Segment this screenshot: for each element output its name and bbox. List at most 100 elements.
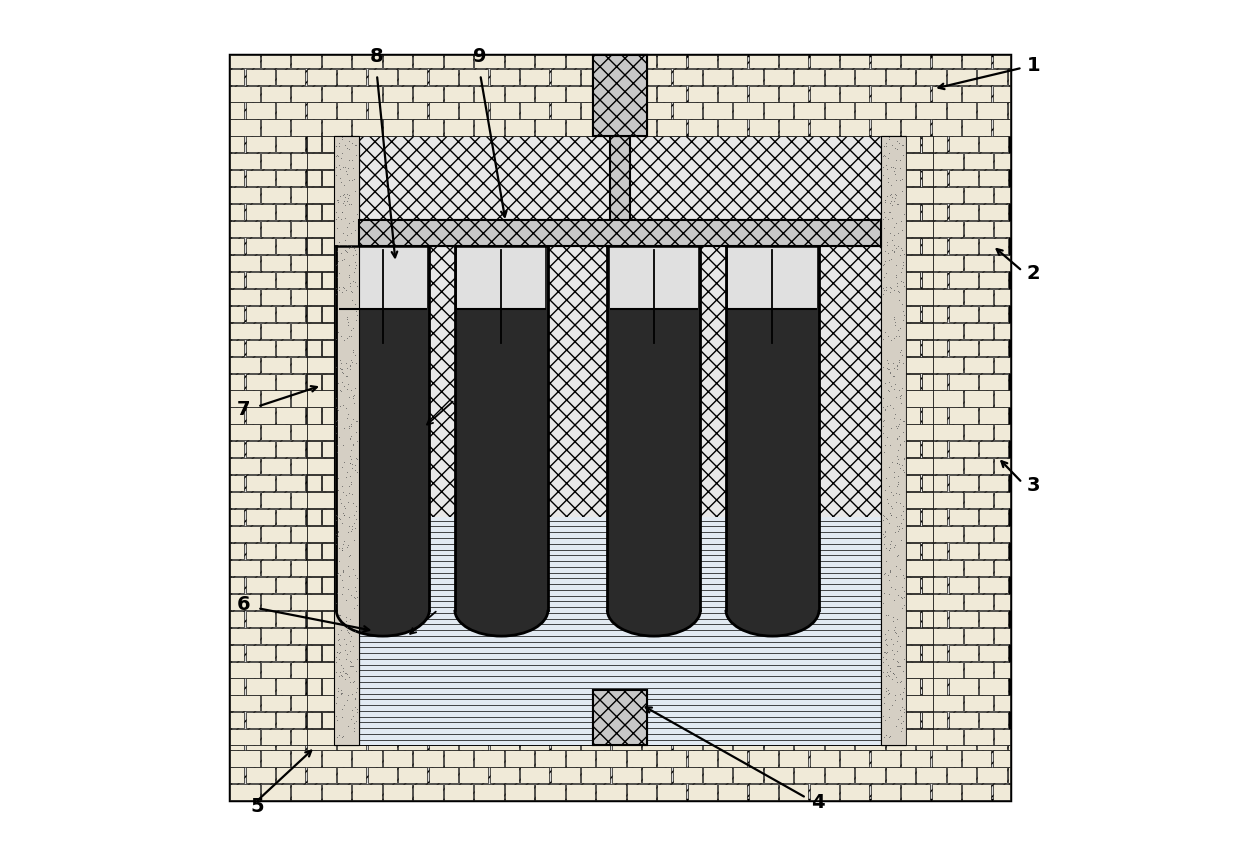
- Point: [326, 149, 346, 163]
- Point: [334, 194, 353, 208]
- Point: [879, 253, 899, 267]
- Point: [327, 439, 347, 452]
- Point: [336, 488, 356, 501]
- Bar: [322, 340, 334, 356]
- Bar: [490, 69, 518, 85]
- Point: [340, 457, 360, 470]
- Bar: [596, 86, 625, 102]
- Bar: [642, 102, 671, 119]
- Point: [331, 496, 351, 510]
- Point: [874, 530, 894, 544]
- Bar: [825, 102, 854, 119]
- Point: [887, 258, 906, 272]
- Bar: [856, 102, 884, 119]
- Point: [890, 438, 910, 451]
- Point: [888, 660, 908, 673]
- Point: [341, 239, 361, 252]
- Point: [882, 212, 901, 225]
- Point: [330, 430, 350, 444]
- Point: [890, 412, 910, 425]
- Point: [877, 554, 897, 567]
- Point: [893, 149, 913, 163]
- Point: [334, 632, 353, 645]
- Point: [887, 479, 906, 492]
- Point: [327, 530, 347, 544]
- Point: [331, 623, 351, 636]
- Point: [343, 496, 363, 510]
- Bar: [593, 55, 647, 136]
- Bar: [906, 170, 920, 186]
- Point: [893, 425, 913, 439]
- Point: [342, 462, 362, 475]
- Point: [888, 629, 908, 643]
- Bar: [459, 767, 489, 783]
- Point: [879, 385, 899, 398]
- Bar: [322, 678, 334, 695]
- Point: [878, 171, 898, 185]
- Point: [888, 712, 908, 726]
- Ellipse shape: [455, 584, 548, 636]
- Point: [878, 329, 898, 343]
- Point: [875, 627, 895, 640]
- Point: [339, 559, 358, 573]
- Point: [340, 612, 360, 625]
- Point: [342, 285, 362, 298]
- Point: [329, 627, 348, 640]
- Point: [880, 280, 900, 294]
- Point: [888, 524, 908, 538]
- Point: [889, 417, 909, 430]
- Bar: [306, 745, 336, 750]
- Point: [894, 308, 914, 322]
- Point: [331, 385, 351, 398]
- Point: [892, 389, 911, 402]
- Bar: [657, 86, 687, 102]
- Point: [339, 318, 358, 332]
- Point: [889, 383, 909, 396]
- Bar: [231, 678, 244, 695]
- Point: [874, 193, 894, 207]
- Point: [884, 411, 904, 424]
- Bar: [260, 729, 290, 745]
- Point: [341, 443, 361, 457]
- Bar: [459, 69, 489, 85]
- Point: [883, 666, 903, 679]
- Point: [332, 506, 352, 519]
- Point: [893, 700, 913, 713]
- Bar: [231, 86, 259, 102]
- Point: [890, 274, 910, 288]
- Point: [887, 270, 906, 284]
- Bar: [260, 492, 290, 508]
- Point: [330, 645, 350, 659]
- Bar: [906, 611, 920, 627]
- Point: [884, 246, 904, 259]
- Point: [877, 554, 897, 567]
- Bar: [626, 119, 656, 136]
- Bar: [980, 374, 1008, 390]
- Bar: [260, 390, 290, 407]
- Point: [888, 469, 908, 483]
- Bar: [934, 357, 962, 373]
- Point: [874, 645, 894, 658]
- Point: [878, 608, 898, 622]
- Bar: [963, 729, 993, 745]
- Point: [327, 645, 347, 658]
- Bar: [231, 577, 244, 593]
- Point: [875, 472, 895, 485]
- Bar: [906, 323, 934, 339]
- Point: [342, 285, 362, 298]
- Point: [887, 276, 906, 290]
- Point: [342, 703, 362, 717]
- Bar: [231, 170, 244, 186]
- Bar: [306, 678, 321, 695]
- Point: [879, 205, 899, 219]
- Point: [873, 414, 893, 428]
- Point: [342, 688, 362, 701]
- Point: [331, 659, 351, 673]
- Bar: [398, 745, 428, 750]
- Point: [887, 634, 906, 648]
- Point: [894, 571, 914, 584]
- Point: [873, 168, 893, 181]
- Point: [879, 543, 899, 556]
- Point: [345, 691, 365, 705]
- Point: [343, 533, 363, 546]
